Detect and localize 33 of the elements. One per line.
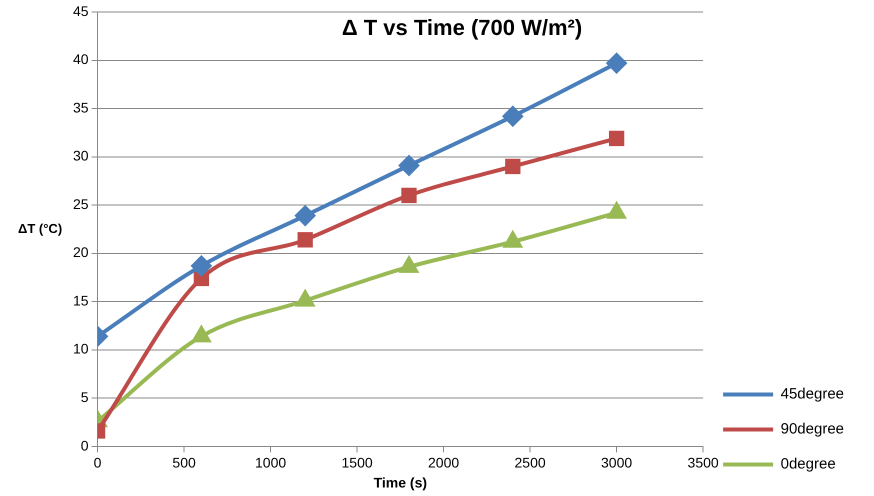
y-tick-label: 20 <box>72 244 89 260</box>
y-tick-label: 15 <box>72 292 89 308</box>
point <box>191 256 212 276</box>
x-tick-label: 1500 <box>342 454 373 471</box>
x-tick-label: 3000 <box>601 454 632 471</box>
x-tick-label: 2000 <box>428 454 460 471</box>
y-tick-label: 10 <box>72 340 89 357</box>
y-tick-label: 40 <box>72 51 89 68</box>
y-tick-label: 30 <box>72 148 89 164</box>
chart-title: Δ T vs Time (700 W/m²) <box>342 14 582 40</box>
x-tick-label: 0 <box>94 454 102 471</box>
y-tick-label: 0 <box>80 437 89 454</box>
point <box>398 155 419 176</box>
y-tick-label: 5 <box>80 388 89 405</box>
legend-label: 90degree <box>780 420 844 438</box>
point <box>295 206 316 226</box>
y-tick-label: 25 <box>72 196 89 212</box>
x-tick-label: 3500 <box>688 454 719 471</box>
x-tick-label: 1000 <box>255 454 286 471</box>
y-tick-label: 45 <box>72 2 89 19</box>
x-axis-title: Time (s) <box>374 474 428 490</box>
point <box>298 232 313 248</box>
point <box>505 158 520 174</box>
point <box>606 53 627 74</box>
y-tick-label: 35 <box>72 99 89 116</box>
point <box>401 188 417 204</box>
y-axis-title: ΔT (°C) <box>18 220 62 236</box>
x-tick-label: 2500 <box>514 454 546 471</box>
point <box>608 130 624 146</box>
legend-label: 0degree <box>780 456 836 473</box>
legend-label: 45degree <box>780 386 844 403</box>
point <box>502 106 523 126</box>
x-tick-label: 500 <box>172 454 196 471</box>
